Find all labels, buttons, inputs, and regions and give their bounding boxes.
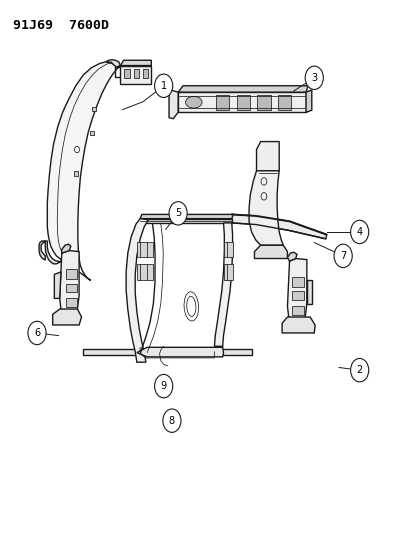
Polygon shape [223, 264, 232, 280]
Circle shape [154, 74, 172, 98]
Circle shape [28, 321, 46, 345]
Text: 91J69  7600D: 91J69 7600D [13, 19, 109, 33]
Polygon shape [140, 214, 233, 219]
Polygon shape [257, 95, 270, 110]
Polygon shape [74, 171, 78, 176]
Polygon shape [126, 219, 148, 362]
Polygon shape [142, 69, 148, 78]
Polygon shape [66, 284, 77, 292]
Polygon shape [133, 69, 139, 78]
Circle shape [154, 374, 172, 398]
Text: 2: 2 [356, 365, 362, 375]
Polygon shape [305, 90, 311, 112]
Polygon shape [169, 90, 178, 119]
Polygon shape [39, 241, 45, 260]
Polygon shape [137, 348, 223, 357]
Polygon shape [54, 272, 61, 298]
Polygon shape [62, 244, 71, 253]
Polygon shape [214, 223, 232, 346]
Polygon shape [124, 69, 130, 78]
Polygon shape [66, 298, 77, 307]
Polygon shape [216, 95, 229, 110]
Polygon shape [83, 350, 251, 356]
Text: 8: 8 [169, 416, 175, 426]
Polygon shape [287, 259, 306, 322]
Polygon shape [306, 280, 311, 304]
Circle shape [162, 409, 180, 432]
Text: 3: 3 [311, 73, 317, 83]
Polygon shape [223, 241, 232, 257]
Circle shape [350, 359, 368, 382]
Polygon shape [45, 241, 62, 264]
Text: 1: 1 [160, 81, 166, 91]
Polygon shape [291, 292, 304, 300]
Polygon shape [291, 306, 304, 315]
Polygon shape [256, 142, 278, 171]
Polygon shape [66, 269, 77, 279]
Circle shape [350, 220, 368, 244]
Polygon shape [249, 171, 282, 245]
Polygon shape [140, 219, 231, 223]
Polygon shape [281, 317, 314, 333]
Polygon shape [137, 264, 152, 280]
Polygon shape [254, 245, 287, 259]
Polygon shape [120, 60, 151, 66]
Polygon shape [137, 241, 152, 257]
Text: 7: 7 [339, 251, 345, 261]
Polygon shape [59, 251, 79, 314]
Polygon shape [120, 66, 151, 84]
Polygon shape [236, 95, 249, 110]
Polygon shape [231, 214, 326, 239]
Text: 6: 6 [34, 328, 40, 338]
Polygon shape [47, 62, 120, 280]
Polygon shape [52, 309, 81, 325]
Text: 4: 4 [356, 227, 362, 237]
Polygon shape [90, 131, 94, 135]
Polygon shape [287, 252, 296, 261]
Text: 5: 5 [175, 208, 181, 219]
Circle shape [333, 244, 351, 268]
Circle shape [169, 201, 187, 225]
Ellipse shape [185, 96, 202, 108]
Polygon shape [92, 107, 96, 111]
Polygon shape [291, 277, 304, 287]
Text: 9: 9 [160, 381, 166, 391]
Polygon shape [178, 92, 305, 112]
Polygon shape [277, 95, 290, 110]
Polygon shape [178, 86, 307, 92]
Circle shape [304, 66, 323, 90]
Polygon shape [106, 60, 120, 67]
